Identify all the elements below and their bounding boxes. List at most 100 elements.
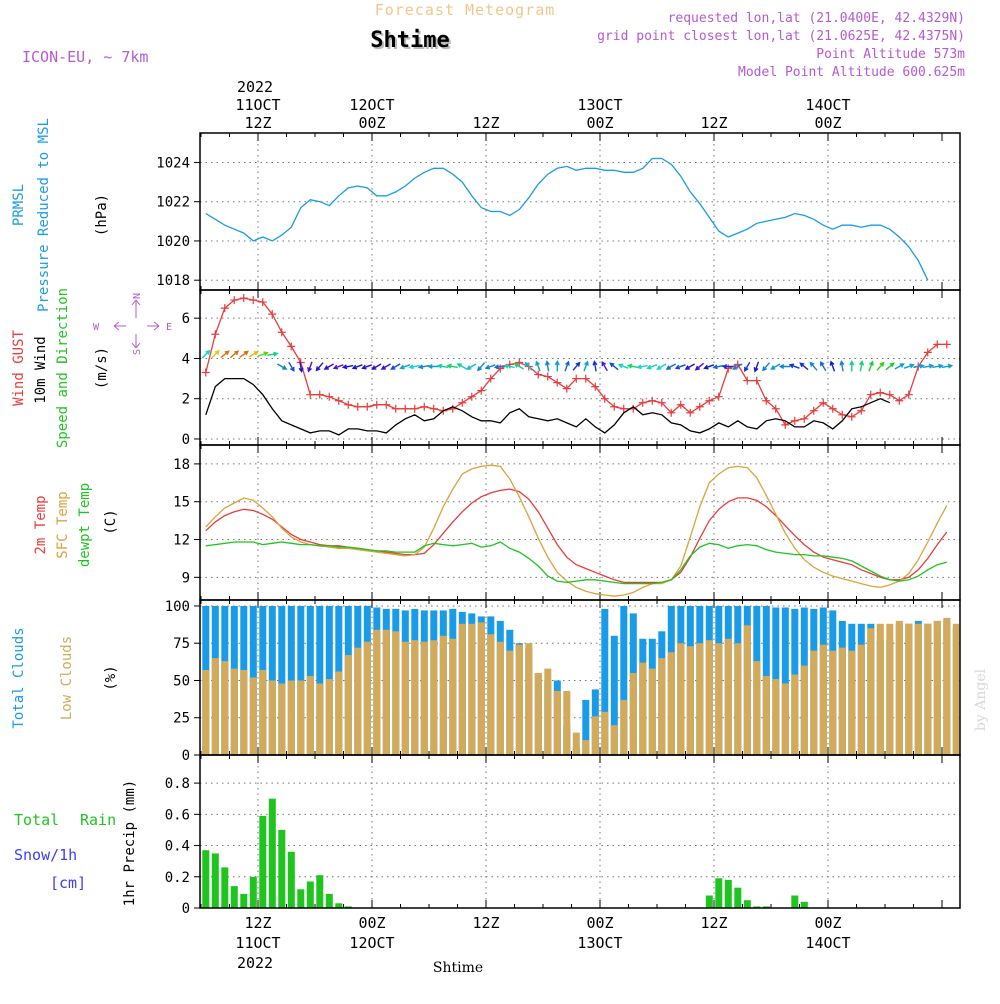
gust-marker [363,402,372,411]
bar-0 [610,635,618,755]
wind-arrow [513,363,524,370]
series-line-0 [205,488,948,584]
y-tick-label: 0 [182,748,190,764]
bar-1 [202,670,210,755]
wind-arrow [564,360,570,372]
bar-1 [534,673,542,755]
wind-arrow [703,364,715,370]
gust-marker [838,410,847,419]
gust-marker [211,330,220,339]
y-tick-label: 1022 [156,195,190,211]
bar-0 [743,900,751,908]
bar-1 [848,650,856,755]
gust-marker [781,420,790,429]
gust-marker [752,376,761,385]
wind-arrow [839,360,845,372]
wind-arrow [583,360,589,372]
bar-1 [620,699,628,755]
wind-arrow [778,363,791,370]
gust-marker [306,390,315,399]
wind-arrow [941,363,954,369]
gust-marker [334,396,343,405]
title-main: Shtime [370,28,449,53]
bar-1 [515,644,523,755]
clouds-low-label: Low Clouds [59,636,75,720]
wind-arrow [361,364,373,370]
bar-0 [601,608,609,755]
bar-0 [268,798,276,908]
bar-1 [658,658,666,755]
bar-0 [724,879,732,908]
bar-1 [306,676,314,755]
top-tick-date: 12OCT [349,96,394,114]
bar-1 [382,629,390,755]
wind-arrow [248,351,259,358]
y-tick-label: 1024 [156,155,190,171]
gust-marker [315,390,324,399]
wind-arrow [732,363,743,370]
bottom-tick-hour: 00Z [814,914,841,932]
bar-1 [781,683,789,755]
bar-1 [591,716,599,756]
wind-arrow [267,351,279,357]
gust-marker [344,400,353,409]
gust-marker [581,374,590,383]
wind-arrow [408,364,420,370]
gust-marker [230,296,239,305]
wind-arrow [417,364,430,370]
gust-marker [610,402,619,411]
gust-marker [249,296,258,305]
top-tick-hour: 12Z [244,114,271,132]
wind-arrow [544,360,550,372]
precip-unit: 1hr Precip (mm) [122,780,138,906]
y-tick-label: 1020 [156,234,190,250]
gust-marker [619,404,628,413]
bar-1 [772,679,780,755]
bar-1 [411,640,419,755]
wind-arrow [674,364,686,370]
gust-marker [657,398,666,407]
gust-marker [686,408,695,417]
gust-marker [382,400,391,409]
bar-1 [344,655,352,755]
series-line-1 [205,377,891,436]
wind-arrow [477,362,486,372]
wind-arrow [868,360,874,372]
bar-0 [297,889,305,908]
bar-1 [715,643,723,755]
bar-1 [753,661,761,755]
gust-marker [239,294,248,303]
bar-1 [933,620,941,755]
bar-1 [325,679,333,755]
wind-arrow [770,363,781,370]
bottom-tick-hour: 12Z [472,914,499,932]
bar-1 [278,683,286,755]
wind-arrow [239,350,249,358]
wind-arrow [307,361,313,373]
bar-1 [791,674,799,755]
wind-gust-label: Wind GUST [11,330,27,406]
gust-marker [638,398,647,407]
gust-marker [857,406,866,415]
pressure-label-1: PRMSL [11,184,27,226]
wind-arrow [788,363,800,369]
gridpoint-coords: grid point closest lon,lat (21.0625E, 42… [597,29,965,44]
gust-marker [258,298,267,307]
bar-1 [838,647,846,755]
wind-unit: (m/s) [94,347,110,389]
bar-1 [458,623,466,755]
bar-1 [572,732,580,755]
title-top: Forecast Meteogram [375,1,556,19]
bar-1 [914,623,922,755]
gust-marker [467,392,476,401]
gust-marker [477,386,486,395]
top-tick-hour: 12Z [472,114,499,132]
gust-marker [353,402,362,411]
gust-marker [714,392,723,401]
wind-arrow [932,363,944,369]
clouds-total-label: Total Clouds [11,627,27,728]
bar-0 [705,895,713,908]
gust-marker [648,396,657,405]
gust-marker [391,404,400,413]
bar-0 [230,886,238,908]
